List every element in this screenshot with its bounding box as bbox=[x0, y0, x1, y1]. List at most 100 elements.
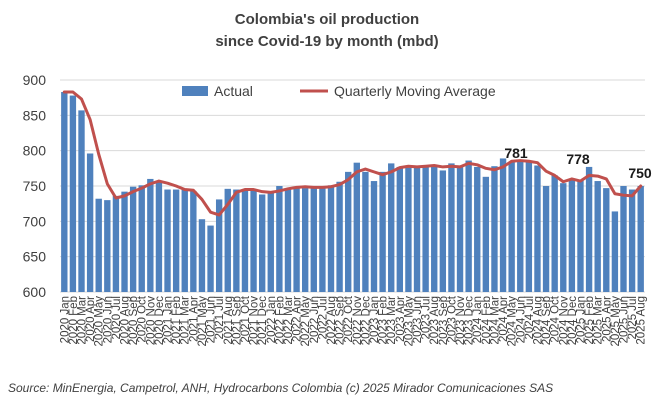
y-tick-label: 600 bbox=[23, 284, 47, 300]
bar bbox=[104, 200, 111, 292]
bar bbox=[258, 194, 266, 292]
x-tick-label: 2020 Jun bbox=[102, 296, 114, 343]
x-tick-label: 2025 Mar bbox=[593, 296, 605, 345]
bar bbox=[405, 167, 412, 292]
x-tick-label: 2024 Nov bbox=[558, 296, 570, 345]
bar bbox=[551, 175, 558, 292]
bar bbox=[499, 158, 507, 292]
bar bbox=[362, 171, 369, 292]
bar bbox=[172, 189, 180, 292]
x-tick-label: 2020 Jan bbox=[59, 296, 71, 343]
x-tick-label: 2021 Mar bbox=[180, 296, 192, 345]
bar bbox=[465, 160, 472, 292]
bar bbox=[560, 183, 567, 292]
source-note: Source: MinEnergia, Campetrol, ANH, Hydr… bbox=[8, 381, 553, 395]
x-tick-label: 2020 Apr bbox=[85, 296, 97, 342]
bar bbox=[396, 166, 403, 292]
moving-average-line bbox=[62, 90, 643, 217]
bar bbox=[155, 181, 163, 292]
bar bbox=[302, 188, 309, 292]
x-tick-label: 2024 Feb bbox=[481, 296, 493, 345]
x-tick-label: 2025 May bbox=[610, 296, 622, 347]
x-tick-label: 2021 Feb bbox=[171, 296, 183, 345]
bar bbox=[147, 178, 154, 292]
legend-swatch-actual bbox=[182, 86, 208, 96]
x-tick-label: 2021 Dec bbox=[257, 296, 269, 345]
bar bbox=[353, 162, 360, 292]
bar bbox=[388, 163, 395, 292]
x-tick-label: 2024 Mar bbox=[489, 296, 501, 345]
x-tick-label: 2023 Jul bbox=[421, 296, 433, 339]
bar bbox=[491, 166, 498, 292]
bar bbox=[439, 170, 447, 292]
bar bbox=[198, 219, 206, 292]
bar bbox=[95, 198, 102, 292]
chart-title-line-2: since Covid-19 by month (mbd) bbox=[215, 33, 438, 50]
x-tick-label: 2023 Aug bbox=[429, 296, 441, 345]
bar bbox=[241, 190, 249, 292]
x-tick-label: 2025 Aug bbox=[636, 296, 648, 345]
x-tick-label: 2025 Jul bbox=[627, 296, 639, 339]
x-tick-label: 2023 May bbox=[403, 296, 415, 347]
x-tick-label: 2022 Jul bbox=[317, 296, 329, 339]
x-tick-label: 2022 Sep bbox=[335, 296, 347, 345]
x-tick-label: 2020 Aug bbox=[120, 296, 132, 345]
x-tick-label: 2020 Sep bbox=[128, 296, 140, 345]
legend: Actual Quarterly Moving Average bbox=[182, 83, 496, 99]
bar bbox=[129, 186, 137, 292]
x-tick-label: 2022 Oct bbox=[343, 295, 355, 342]
bar bbox=[620, 186, 627, 292]
y-axis-ticks: 600 650 700 750 800 850 900 bbox=[23, 72, 47, 300]
bar bbox=[233, 189, 240, 292]
annotation-750: 750 bbox=[628, 165, 652, 181]
x-tick-label: 2020 Nov bbox=[145, 296, 157, 345]
legend-label-moving-average: Quarterly Moving Average bbox=[334, 83, 496, 99]
x-tick-label: 2023 Oct bbox=[446, 295, 458, 342]
x-tick-label: 2021 Jun bbox=[206, 296, 218, 343]
bar bbox=[603, 188, 610, 292]
x-tick-label: 2024 Apr bbox=[498, 296, 510, 342]
x-tick-label: 2023 Apr bbox=[395, 296, 407, 342]
x-tick-label: 2025 Jan bbox=[575, 296, 587, 343]
x-tick-label: 2023 Jun bbox=[412, 296, 424, 343]
x-tick-label: 2020 Jul bbox=[111, 296, 123, 339]
y-tick-label: 900 bbox=[23, 72, 47, 88]
y-tick-label: 850 bbox=[23, 107, 47, 123]
x-tick-label: 2023 Nov bbox=[455, 296, 467, 345]
bar bbox=[112, 195, 120, 292]
y-tick-label: 650 bbox=[23, 249, 47, 265]
bar bbox=[164, 189, 171, 292]
x-tick-label: 2025 Jun bbox=[618, 296, 630, 343]
x-tick-label: 2020 Feb bbox=[68, 296, 80, 345]
x-tick-label: 2023 Mar bbox=[386, 296, 398, 345]
bar bbox=[611, 211, 619, 292]
x-tick-label: 2024 May bbox=[507, 296, 519, 347]
bar bbox=[276, 186, 283, 292]
bar bbox=[379, 171, 386, 292]
bar bbox=[637, 186, 644, 292]
bar bbox=[422, 165, 429, 292]
legend-label-actual: Actual bbox=[214, 83, 253, 99]
x-tick-label: 2023 Jan bbox=[369, 296, 381, 343]
x-tick-label: 2021 May bbox=[197, 296, 209, 347]
x-tick-label: 2022 Nov bbox=[352, 296, 364, 345]
bar bbox=[577, 180, 584, 292]
x-tick-label: 2022 Feb bbox=[274, 296, 286, 345]
bar bbox=[267, 191, 274, 292]
bar bbox=[61, 92, 68, 292]
x-tick-label: 2021 Jan bbox=[163, 296, 175, 343]
bar bbox=[474, 166, 481, 292]
bar bbox=[594, 181, 601, 292]
bar bbox=[482, 176, 490, 292]
bar bbox=[370, 181, 378, 292]
x-tick-label: 2025 Feb bbox=[584, 296, 596, 345]
x-tick-label: 2022 Apr bbox=[292, 296, 304, 342]
x-tick-label: 2024 Jul bbox=[524, 296, 536, 339]
bar bbox=[448, 163, 455, 292]
x-tick-label: 2023 Feb bbox=[378, 296, 390, 345]
bar bbox=[542, 186, 550, 292]
x-tick-label: 2022 Mar bbox=[283, 296, 295, 345]
x-tick-label: 2020 Oct bbox=[137, 295, 149, 342]
bar bbox=[336, 181, 343, 292]
